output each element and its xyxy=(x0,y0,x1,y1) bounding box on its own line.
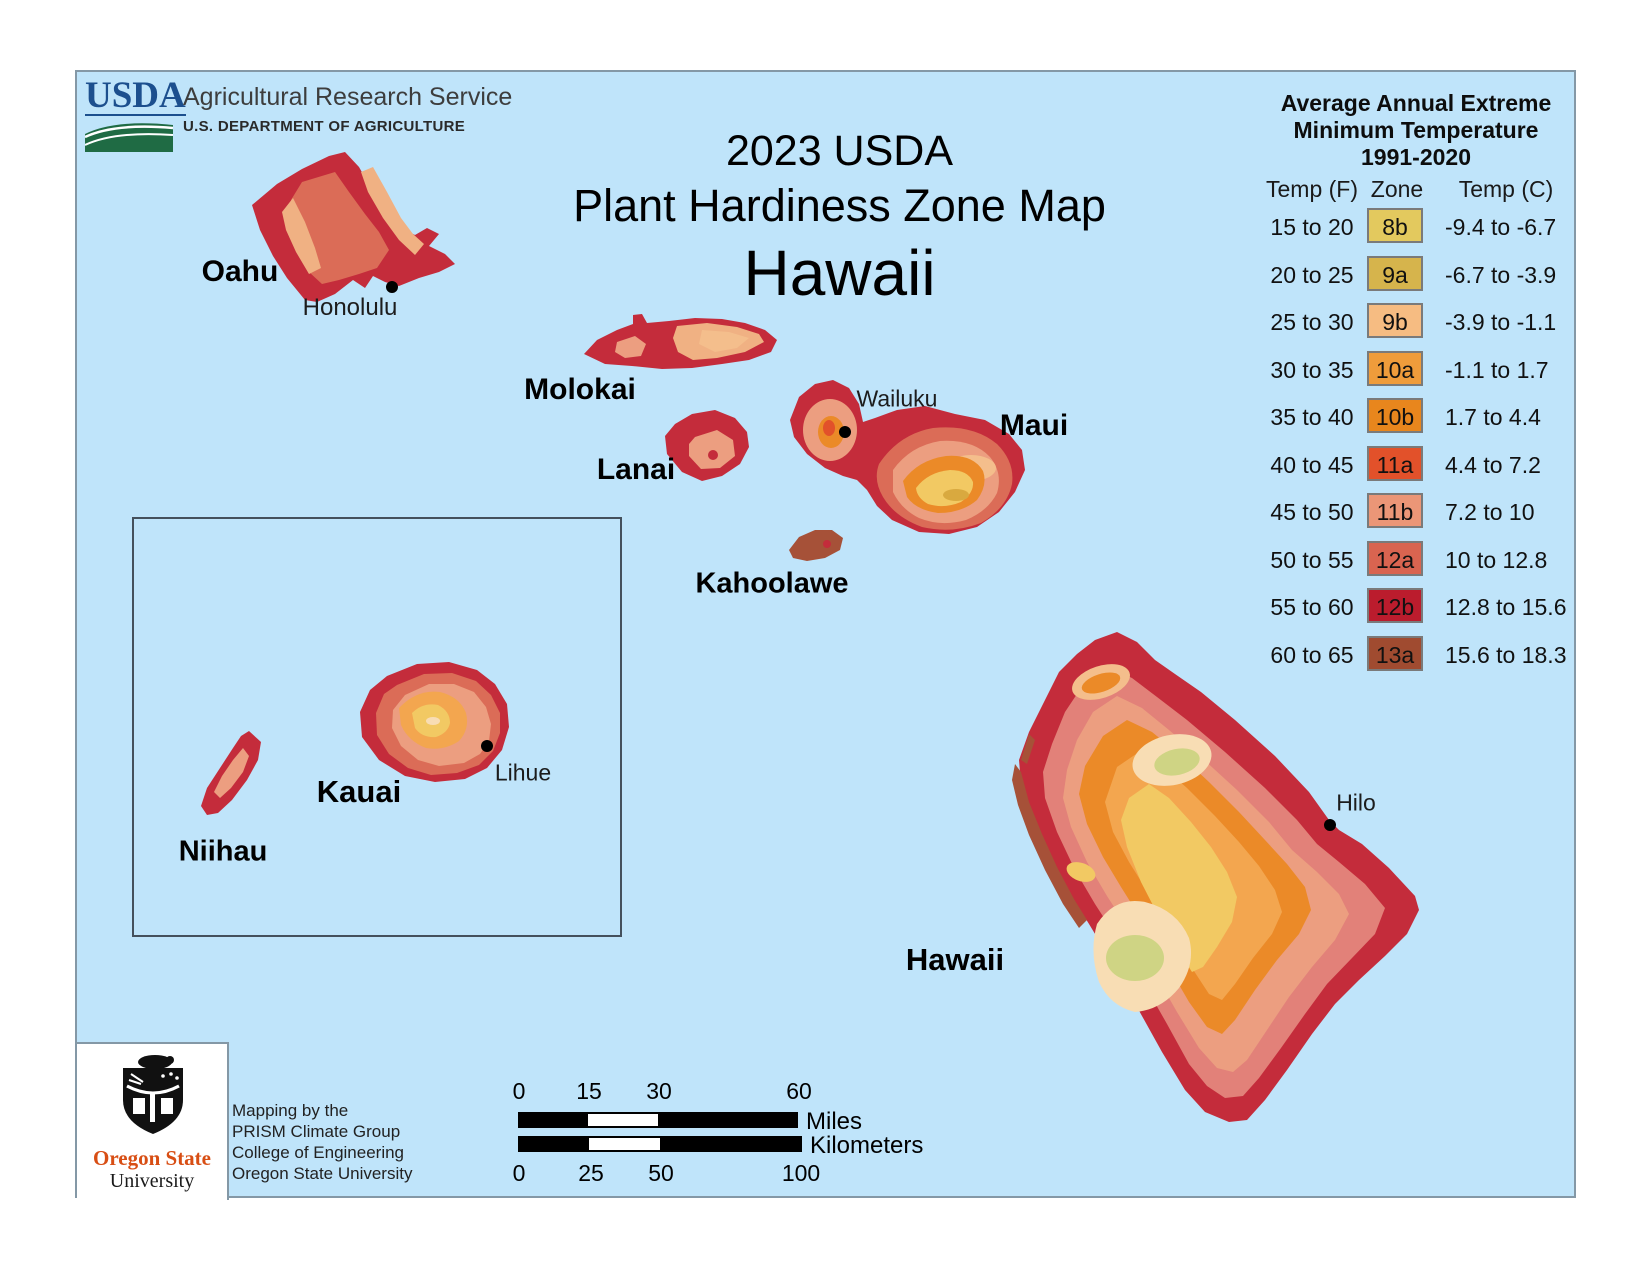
islands-svg xyxy=(201,152,1419,1122)
hawaii-island xyxy=(1012,632,1419,1122)
island-kahoolawe-label: Kahoolawe xyxy=(695,567,849,600)
island-kauai-label: Kauai xyxy=(316,774,402,809)
city-honolulu-label: Honolulu xyxy=(302,294,398,321)
island-niihau-label: Niihau xyxy=(178,835,268,868)
lihue-dot xyxy=(481,740,493,752)
credit-line-2: PRISM Climate Group xyxy=(232,1122,401,1141)
map-panel: USDA Agricultural Research Service U.S. … xyxy=(75,70,1576,1200)
molokai-island xyxy=(584,314,777,369)
miles-tick-60: 60 xyxy=(786,1078,812,1104)
city-wailuku-label: Wailuku xyxy=(856,385,938,412)
department-name: U.S. DEPARTMENT OF AGRICULTURE xyxy=(183,118,466,135)
island-hawaii-label: Hawaii xyxy=(905,942,1005,977)
wailuku-dot xyxy=(839,426,851,438)
niihau-island xyxy=(201,731,261,815)
island-molokai-label: Molokai xyxy=(524,373,636,406)
kilometers-unit: Kilometers xyxy=(810,1132,924,1159)
oahu-island xyxy=(252,152,455,302)
credit-line-1: Mapping by the xyxy=(232,1101,349,1120)
hilo-dot xyxy=(1324,819,1336,831)
miles-tick-15: 15 xyxy=(576,1078,602,1104)
title-line-1: 2023 USDA xyxy=(725,127,954,175)
miles-unit: Miles xyxy=(806,1108,863,1135)
city-lihue-label: Lihue xyxy=(494,759,552,786)
agency-name: Agricultural Research Service xyxy=(183,83,513,111)
maui-island xyxy=(790,380,1025,534)
km-tick-25: 25 xyxy=(578,1160,604,1186)
km-tick-50: 50 xyxy=(648,1160,674,1186)
credit-line-3: College of Engineering xyxy=(232,1143,405,1162)
honolulu-dot xyxy=(386,281,398,293)
island-maui-label: Maui xyxy=(999,409,1069,442)
usda-logo-text: USDA xyxy=(85,75,186,116)
island-lanai-label: Lanai xyxy=(596,453,676,486)
km-tick-100: 100 xyxy=(781,1160,821,1186)
km-tick-0: 0 xyxy=(512,1160,526,1186)
scalebar: 0 15 30 60 Miles Kilometers 0 25 50 100 xyxy=(513,1078,988,1188)
title-line-3: Hawaii xyxy=(743,237,936,309)
usda-logo: USDA xyxy=(85,77,186,152)
kauai-inset-box xyxy=(132,517,622,937)
kilometers-bar-white-segment xyxy=(589,1138,660,1150)
osu-logo-box: Oregon State University xyxy=(77,1042,229,1200)
credit-line-4: Oregon State University xyxy=(232,1164,413,1183)
kilometers-bar xyxy=(518,1136,802,1152)
osu-shield-icon xyxy=(123,1055,183,1134)
title-line-2: Plant Hardiness Zone Map xyxy=(573,180,1106,231)
lanai-island xyxy=(665,410,749,481)
usda-swoosh-icon xyxy=(85,123,173,152)
island-oahu-label: Oahu xyxy=(201,255,279,288)
miles-tick-30: 30 xyxy=(646,1078,672,1104)
osu-wordmark-line2: University xyxy=(109,1170,195,1192)
mapping-credit: Mapping by the PRISM Climate Group Colle… xyxy=(232,1100,412,1184)
miles-tick-0: 0 xyxy=(512,1078,526,1104)
osu-wordmark-line1: Oregon State xyxy=(92,1146,211,1170)
kahoolawe-island xyxy=(789,530,843,561)
miles-bar xyxy=(518,1112,798,1128)
miles-bar-white-segment xyxy=(588,1114,658,1126)
city-hilo-label: Hilo xyxy=(1336,789,1376,816)
kauai-island xyxy=(360,662,509,782)
